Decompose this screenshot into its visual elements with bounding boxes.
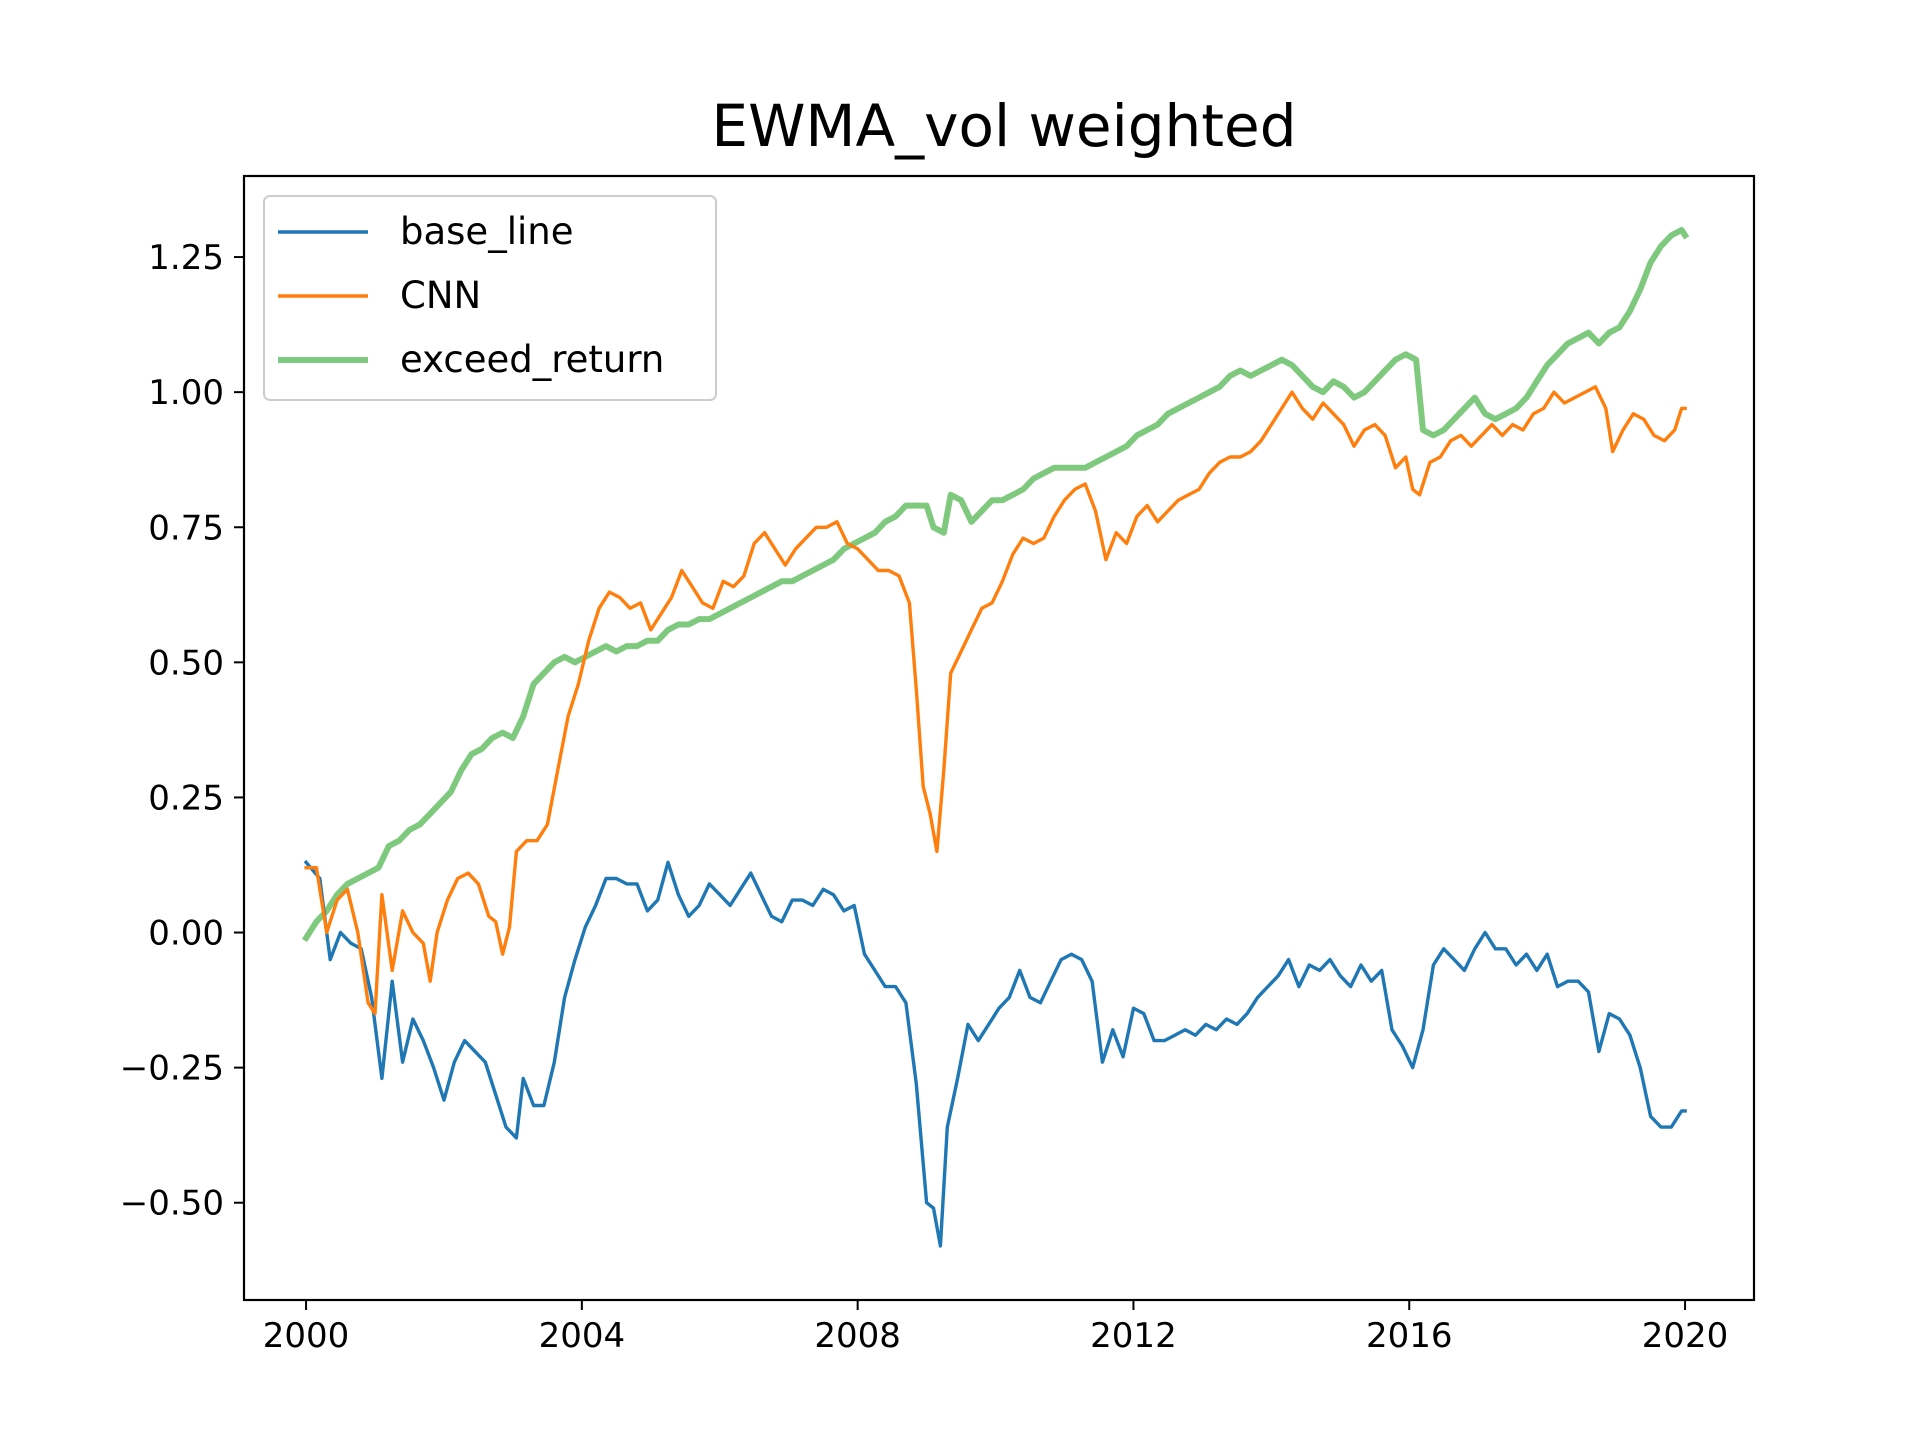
x-axis: 2000 2004 2008 2012 2016 2020 — [263, 1300, 1729, 1356]
y-tick-label: 1.00 — [148, 373, 224, 413]
y-tick-label: 1.25 — [148, 238, 224, 278]
y-tick-label: 0.50 — [148, 643, 224, 683]
y-tick-label: −0.25 — [120, 1049, 224, 1089]
y-tick-label: −0.50 — [120, 1184, 224, 1224]
legend: base_line CNN exceed_return — [263, 195, 717, 401]
x-tick-label: 2020 — [1642, 1316, 1729, 1356]
chart-title: EWMA_vol weighted — [711, 92, 1296, 160]
series-layer — [301, 227, 1690, 1248]
y-tick-label: 0.00 — [148, 914, 224, 954]
legend-label-CNN: CNN — [400, 274, 481, 317]
y-axis: −0.50 −0.25 0.00 0.25 0.50 0.75 1.00 1.25 — [120, 238, 244, 1224]
x-tick-label: 2000 — [263, 1316, 350, 1356]
series-line-exceed-return — [301, 227, 1690, 943]
x-tick-label: 2008 — [814, 1316, 901, 1356]
y-tick-label: 0.75 — [148, 508, 224, 548]
x-tick-label: 2004 — [539, 1316, 626, 1356]
legend-label-base-line: base_line — [400, 210, 573, 253]
series-line-base-line — [303, 859, 1687, 1248]
x-tick-label: 2012 — [1090, 1316, 1177, 1356]
legend-frame — [263, 195, 717, 401]
series-line-CNN — [304, 385, 1687, 1016]
legend-label-exceed-return: exceed_return — [400, 338, 664, 381]
x-tick-label: 2016 — [1366, 1316, 1453, 1356]
y-tick-label: 0.25 — [148, 778, 224, 818]
plot-frame — [242, 174, 1756, 1302]
